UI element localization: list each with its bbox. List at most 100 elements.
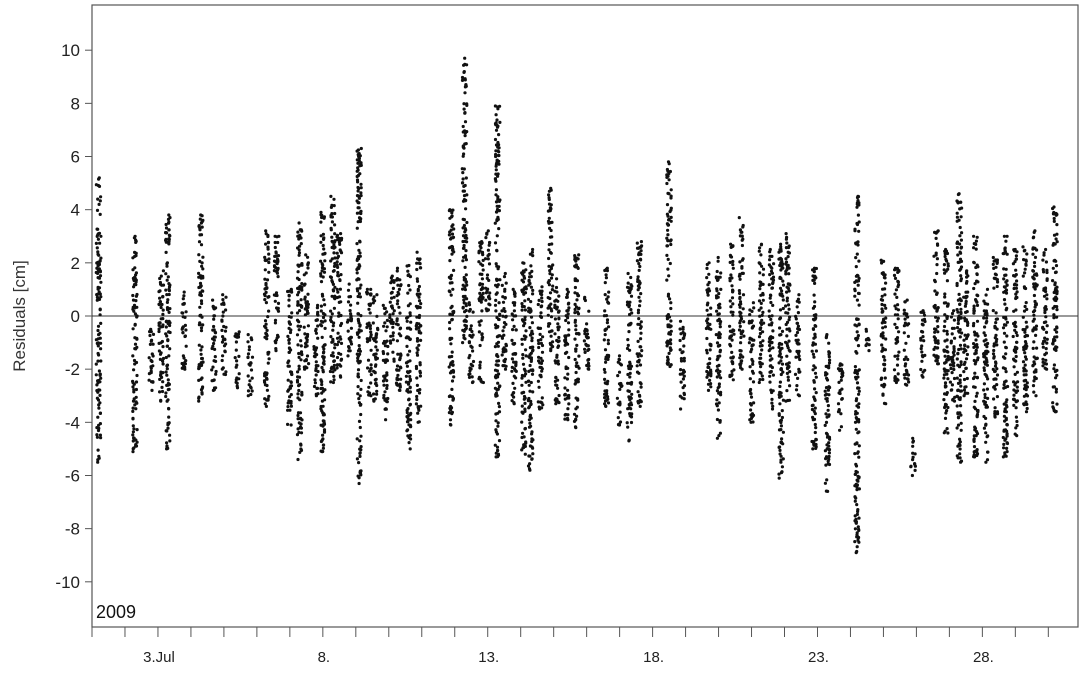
data-point [369, 381, 373, 385]
data-point [388, 313, 392, 317]
data-point [974, 434, 978, 438]
data-point [1002, 331, 1007, 335]
data-point [854, 242, 858, 246]
data-point [626, 338, 630, 342]
data-point [184, 344, 188, 348]
data-point [748, 402, 753, 406]
data-point [761, 298, 765, 302]
data-point [706, 388, 711, 392]
data-point [167, 237, 171, 241]
data-point [617, 354, 622, 358]
data-point [626, 364, 631, 368]
data-point [405, 411, 409, 415]
data-point [881, 309, 885, 313]
data-point [796, 338, 800, 342]
data-point [934, 341, 938, 345]
data-point [337, 311, 341, 315]
data-point [263, 294, 267, 298]
data-point [975, 391, 979, 395]
data-point [495, 248, 499, 252]
data-point [853, 495, 857, 499]
data-point [415, 306, 420, 310]
data-point [959, 245, 964, 249]
data-point [332, 264, 337, 268]
data-point [1011, 334, 1015, 339]
data-point [567, 328, 571, 332]
data-point [417, 322, 421, 326]
data-point [450, 354, 454, 359]
data-point [313, 351, 317, 355]
data-point [451, 310, 455, 314]
data-point [573, 357, 577, 362]
data-point [273, 321, 277, 325]
data-point [307, 362, 311, 366]
data-point [955, 211, 959, 215]
data-point [531, 254, 535, 258]
data-point [199, 329, 204, 333]
data-point [637, 317, 641, 321]
data-point [840, 375, 844, 379]
data-point [415, 315, 419, 319]
data-point [1004, 267, 1008, 271]
data-point [960, 231, 964, 235]
data-point [905, 369, 909, 373]
data-point [629, 420, 634, 425]
data-point [356, 277, 360, 281]
data-point [405, 388, 410, 392]
data-point [823, 481, 828, 485]
data-point [1014, 254, 1019, 258]
data-point [719, 320, 723, 324]
data-point [164, 391, 168, 395]
data-point [1003, 246, 1007, 250]
data-point [955, 376, 959, 380]
data-point [530, 445, 534, 449]
data-point [526, 398, 531, 402]
data-point [717, 363, 721, 367]
data-point [606, 295, 610, 299]
data-point [212, 314, 217, 318]
data-point [857, 291, 861, 296]
data-point [247, 383, 251, 387]
data-point [565, 377, 570, 381]
data-point [796, 376, 800, 380]
data-point [563, 397, 567, 401]
data-point [159, 325, 163, 329]
data-point [167, 213, 171, 217]
data-point [717, 292, 721, 296]
data-point [880, 321, 884, 325]
data-point [399, 353, 403, 358]
data-point [902, 348, 906, 352]
data-point [223, 349, 227, 353]
data-point [767, 309, 771, 313]
data-point [369, 367, 373, 371]
data-point [760, 264, 764, 268]
data-point [739, 335, 743, 340]
data-point [495, 264, 499, 268]
data-point [1005, 398, 1009, 402]
data-point [221, 310, 225, 314]
data-point [372, 392, 376, 396]
data-point [667, 171, 671, 176]
data-point [494, 164, 498, 168]
data-point [368, 311, 372, 315]
data-point [197, 343, 201, 347]
data-point [95, 435, 99, 439]
data-point [369, 363, 373, 367]
data-point [494, 188, 498, 192]
data-point [618, 387, 622, 391]
data-point [408, 288, 412, 292]
data-point [883, 383, 887, 387]
data-point [838, 428, 842, 432]
data-point [716, 356, 720, 360]
data-point [132, 446, 136, 450]
data-point [952, 367, 956, 372]
data-point [749, 392, 753, 396]
data-point [383, 306, 387, 310]
data-point [513, 352, 517, 356]
data-point [705, 276, 709, 280]
data-point [274, 341, 278, 345]
data-point [246, 333, 250, 337]
data-point [667, 178, 671, 182]
data-point [856, 419, 860, 423]
data-point [706, 283, 710, 287]
